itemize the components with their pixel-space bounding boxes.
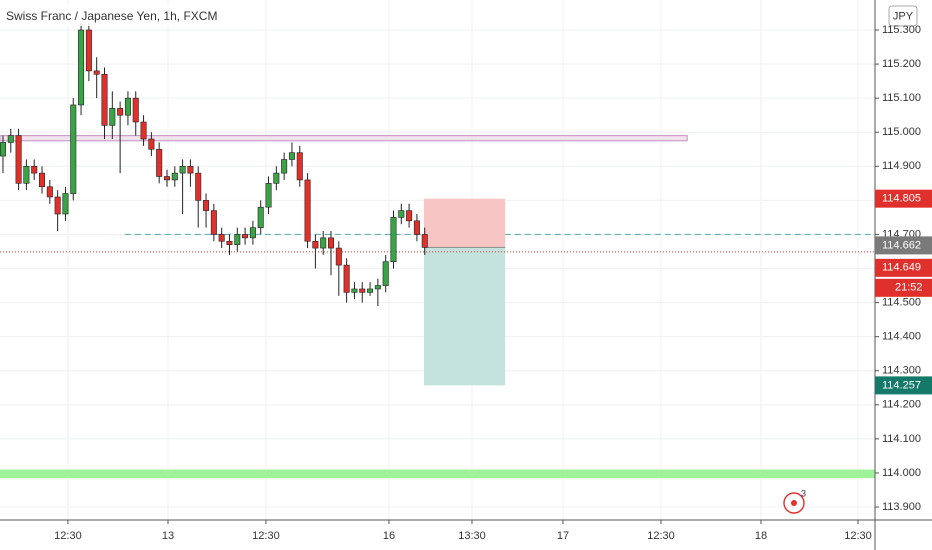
plot-layer xyxy=(0,0,875,520)
price-tag-label: 114.805 xyxy=(882,193,921,205)
candle-body xyxy=(328,237,335,249)
candle-body xyxy=(62,193,69,215)
y-tick-label: 115.200 xyxy=(882,58,921,70)
candle-body xyxy=(179,165,186,174)
candle-body xyxy=(413,220,420,235)
candle-body xyxy=(124,97,131,116)
candle-body xyxy=(367,288,374,293)
alert-badge[interactable] xyxy=(783,492,805,514)
title-bg xyxy=(0,4,228,26)
x-tick-label: 16 xyxy=(383,530,395,542)
candle-body xyxy=(93,70,100,75)
candle-body xyxy=(242,234,249,239)
x-tick-label: 12:30 xyxy=(844,530,872,542)
candle-body xyxy=(406,210,413,222)
candle-body xyxy=(163,176,170,181)
candle-body xyxy=(70,104,77,194)
price-tag xyxy=(875,376,932,395)
candle-body xyxy=(312,240,319,249)
candle-body xyxy=(15,135,22,184)
y-tick-label: 115.300 xyxy=(882,24,921,36)
candle-body xyxy=(257,206,264,228)
price-tag-label: 114.257 xyxy=(882,379,921,391)
candle-body xyxy=(148,138,155,150)
candle-body xyxy=(296,152,303,181)
price-tag xyxy=(875,189,932,208)
price-tag xyxy=(875,236,932,255)
candle-body xyxy=(288,152,295,160)
candle-body xyxy=(320,237,327,249)
candle-body xyxy=(374,285,381,290)
y-tick-label: 114.500 xyxy=(882,297,921,309)
candle-body xyxy=(234,234,241,245)
candle-body xyxy=(101,73,108,126)
candle-body xyxy=(273,172,280,184)
candle-body xyxy=(335,247,342,266)
currency-box[interactable] xyxy=(888,5,918,27)
y-tick-label: 115.100 xyxy=(882,92,921,104)
candle-body xyxy=(382,261,389,286)
y-tick-label: 114.000 xyxy=(882,467,921,479)
candle-body xyxy=(421,234,428,248)
price-tag xyxy=(875,258,932,277)
x-tick-label: 12:30 xyxy=(54,530,82,542)
stop-zone xyxy=(423,198,506,248)
candle-body xyxy=(343,264,350,293)
resistance-zone xyxy=(0,135,688,142)
target-zone xyxy=(423,247,506,386)
candle-body xyxy=(23,165,30,184)
candle-body xyxy=(195,172,202,201)
y-tick-label: 114.100 xyxy=(882,433,921,445)
countdown: 21:52 xyxy=(895,282,923,294)
candle-body xyxy=(132,97,139,123)
candle-body xyxy=(359,288,366,293)
price-tag-label: 114.649 xyxy=(882,262,921,274)
x-tick-label: 12:30 xyxy=(647,530,675,542)
candle-body xyxy=(218,234,225,242)
candle-body xyxy=(187,165,194,174)
candle-body xyxy=(7,135,14,143)
candle-body xyxy=(78,29,85,106)
x-tick-label: 13:30 xyxy=(458,530,486,542)
candle-body xyxy=(0,142,6,157)
candle-body xyxy=(46,186,53,198)
candle-body xyxy=(31,165,38,174)
candle-body xyxy=(39,172,46,188)
x-tick-label: 17 xyxy=(557,530,569,542)
candle-body xyxy=(54,196,61,215)
candle-body xyxy=(85,29,92,72)
countdown-bg xyxy=(875,278,932,297)
candle-body xyxy=(140,121,147,140)
x-tick-label: 13 xyxy=(162,530,174,542)
candle-body xyxy=(156,148,163,177)
chart-title: Swiss Franc / Japanese Yen, 1h, FXCM xyxy=(6,9,217,23)
candle-body xyxy=(210,210,217,235)
x-tick-label: 12:30 xyxy=(252,530,280,542)
y-tick-label: 113.900 xyxy=(882,501,921,513)
support-zone xyxy=(0,469,875,479)
candle-body xyxy=(117,108,124,116)
candle-body xyxy=(398,210,405,218)
y-tick-label: 114.900 xyxy=(882,160,921,172)
price-tag-label: 114.662 xyxy=(882,239,921,251)
currency[interactable]: JPY xyxy=(893,10,914,22)
y-tick-label: 114.400 xyxy=(882,331,921,343)
y-tick-label: 114.300 xyxy=(882,365,921,377)
y-tick-label: 115.000 xyxy=(882,126,921,138)
candle-body xyxy=(281,159,288,174)
alert-dot xyxy=(791,500,797,506)
badge-count: 3 xyxy=(801,488,806,498)
candle-body xyxy=(351,288,358,293)
candle-body xyxy=(203,200,210,211)
candle-body xyxy=(226,240,233,245)
candle-body xyxy=(390,217,397,263)
candle-body xyxy=(304,179,311,242)
candle-body xyxy=(171,172,178,181)
y-tick-label: 114.200 xyxy=(882,399,921,411)
x-tick-label: 18 xyxy=(755,530,767,542)
candle-body xyxy=(265,183,272,208)
candle-body xyxy=(109,108,116,126)
candle-body xyxy=(249,227,256,239)
